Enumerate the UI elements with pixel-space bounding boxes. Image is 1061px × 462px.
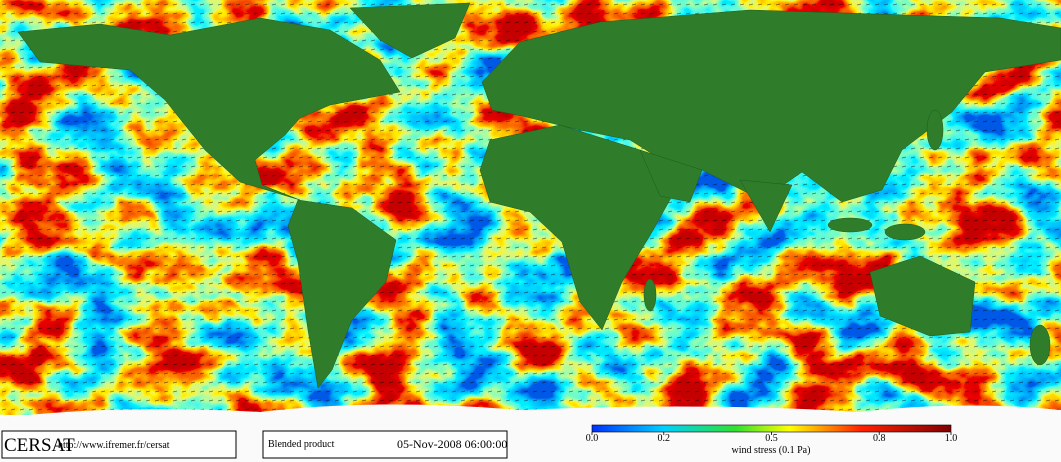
logo-box xyxy=(1,430,237,459)
madagascar xyxy=(643,278,657,312)
indonesia xyxy=(827,217,873,233)
india xyxy=(739,179,793,233)
north-america xyxy=(17,17,401,201)
colorbar-ramp xyxy=(591,424,952,433)
colorbar-tick-label: 0.0 xyxy=(586,433,599,444)
japan xyxy=(926,109,944,151)
footer: CERSAT http://www.ifremer.fr/cersat Blen… xyxy=(1,430,508,459)
colorbar-tick-label: 1.0 xyxy=(945,433,958,444)
colorbar-tick-label: 0.8 xyxy=(873,433,886,444)
logo: CERSAT xyxy=(4,435,75,456)
eurasia xyxy=(481,9,1061,203)
url: http://www.ifremer.fr/cersat xyxy=(58,440,170,451)
new-zealand xyxy=(1029,324,1051,366)
colorbar-tick-label: 0.2 xyxy=(658,433,671,444)
colorbar: wind stress (0.1 Pa) 0.0 0.2 0.5 0.8 1.0 xyxy=(586,424,958,456)
product: Blended product xyxy=(268,439,335,450)
australia xyxy=(869,255,976,337)
product-box xyxy=(262,430,508,459)
colorbar-label: wind stress (0.1 Pa) xyxy=(732,445,811,456)
new-guinea xyxy=(884,223,926,241)
greenland xyxy=(349,2,471,59)
south-america xyxy=(287,199,397,389)
timestamp: 05-Nov-2008 06:00:00 xyxy=(397,437,507,451)
colorbar-tick-label: 0.5 xyxy=(765,433,778,444)
arabia xyxy=(639,149,703,203)
